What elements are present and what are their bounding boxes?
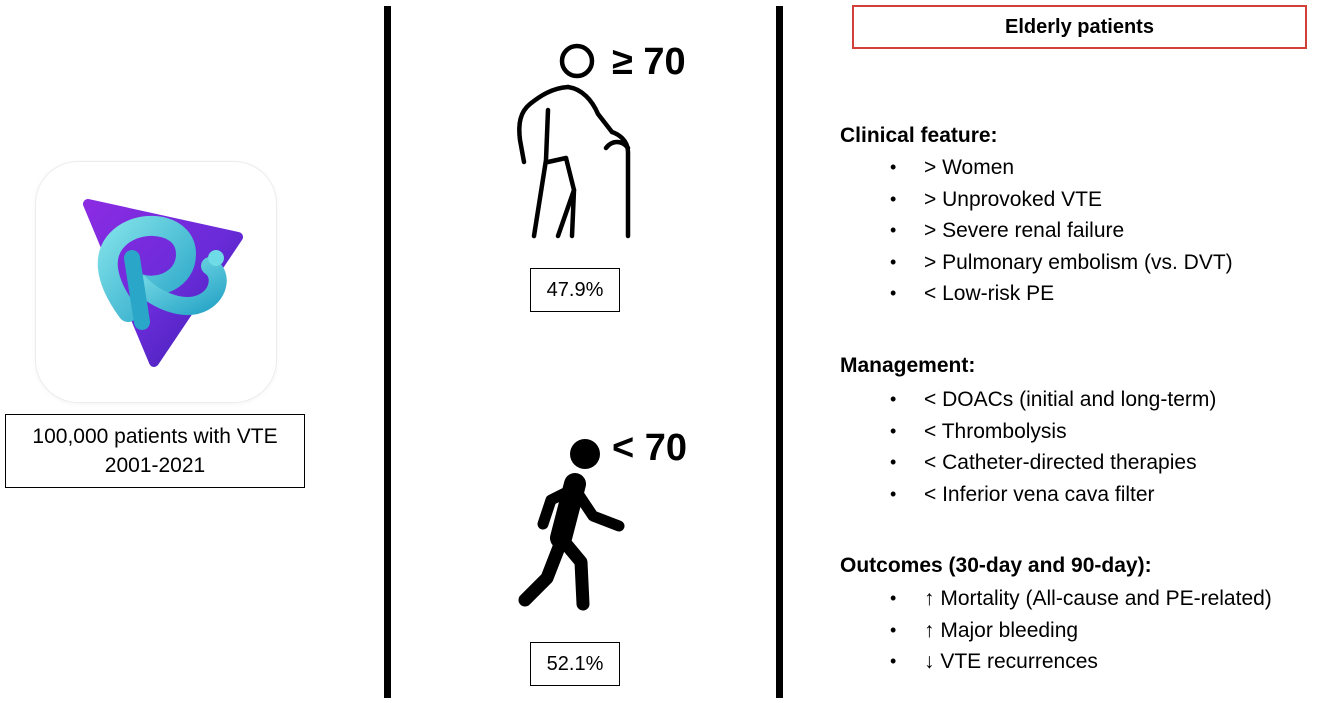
list-item: • < Catheter-directed therapies (890, 447, 1216, 479)
younger-percent-box: 52.1% (530, 642, 620, 686)
younger-age-label: < 70 (612, 427, 688, 469)
panel-title-box: Elderly patients (852, 5, 1307, 49)
list-item-text: < Low-risk PE (924, 282, 1055, 305)
list-item: • < Low-risk PE (890, 278, 1233, 310)
section-heading-outcomes: Outcomes (30-day and 90-day): (840, 554, 1152, 577)
bullet-icon: • (890, 651, 897, 671)
list-item-text: < DOACs (initial and long-term) (924, 388, 1217, 411)
list-item-text: < Thrombolysis (924, 419, 1067, 443)
list-item: • > Unprovoked VTE (890, 184, 1233, 216)
section-heading-management: Management: (840, 354, 976, 377)
bullet-icon: • (890, 452, 897, 472)
section-heading-clinical: Clinical feature: (840, 124, 998, 147)
younger-percent: 52.1% (546, 652, 604, 675)
bullet-icon: • (890, 188, 897, 209)
list-item-text: > Severe renal failure (924, 219, 1125, 242)
bullet-icon: • (890, 619, 897, 640)
walking-person-icon (518, 439, 625, 611)
bullet-icon: • (890, 483, 897, 504)
list-item: • ↑ Major bleeding (890, 615, 1272, 647)
bullet-icon: • (890, 389, 897, 409)
list-item: • < Thrombolysis (890, 416, 1216, 448)
divider-right (776, 6, 783, 698)
list-item-text: ↑ Major bleeding (924, 618, 1079, 642)
list-item-text: < Catheter-directed therapies (924, 451, 1197, 474)
elderly-percent-box: 47.9% (530, 268, 620, 312)
bullet-icon: • (890, 588, 897, 608)
clinical-feature-list: • > Women • > Unprovoked VTE • > Severe ren… (890, 152, 1233, 310)
registry-logo (36, 162, 276, 402)
management-list: • < DOACs (initial and long-term) • < Thro… (890, 384, 1216, 510)
outcomes-list: • ↑ Mortality (All-cause and PE-related) … (890, 583, 1272, 678)
panel-title: Elderly patients (1005, 15, 1154, 38)
dataset-count: 100,000 patients with VTE (32, 425, 278, 448)
divider-left (384, 6, 391, 698)
list-item: • < DOACs (initial and long-term) (890, 384, 1216, 416)
list-item-text: > Unprovoked VTE (924, 187, 1103, 211)
list-item: • ↑ Mortality (All-cause and PE-related) (890, 583, 1272, 615)
list-item: • > Pulmonary embolism (vs. DVT) (890, 247, 1233, 279)
list-item: • < Inferior vena cava filter (890, 479, 1216, 511)
list-item: • > Women (890, 152, 1233, 184)
list-item-text: < Inferior vena cava filter (924, 482, 1155, 506)
list-item: • > Severe renal failure (890, 215, 1233, 247)
list-item-text: > Pulmonary embolism (vs. DVT) (924, 250, 1233, 274)
list-item: • ↓ VTE recurrences (890, 646, 1272, 678)
list-item-text: > Women (924, 156, 1015, 179)
list-item-text: ↓ VTE recurrences (924, 650, 1098, 673)
elderly-percent: 47.9% (546, 278, 604, 301)
bullet-icon: • (890, 283, 897, 303)
list-item-text: ↑ Mortality (All-cause and PE-related) (924, 587, 1272, 610)
bullet-icon: • (890, 157, 897, 177)
bullet-icon: • (890, 220, 897, 240)
registry-logo-icon (83, 199, 243, 367)
elderly-person-with-cane-icon (517, 43, 631, 239)
elderly-age-label: ≥ 70 (612, 41, 686, 83)
dataset-box: 100,000 patients with VTE 2001-2021 (5, 414, 305, 488)
bullet-icon: • (890, 251, 897, 272)
bullet-icon: • (890, 420, 897, 441)
dataset-years: 2001-2021 (104, 454, 206, 477)
